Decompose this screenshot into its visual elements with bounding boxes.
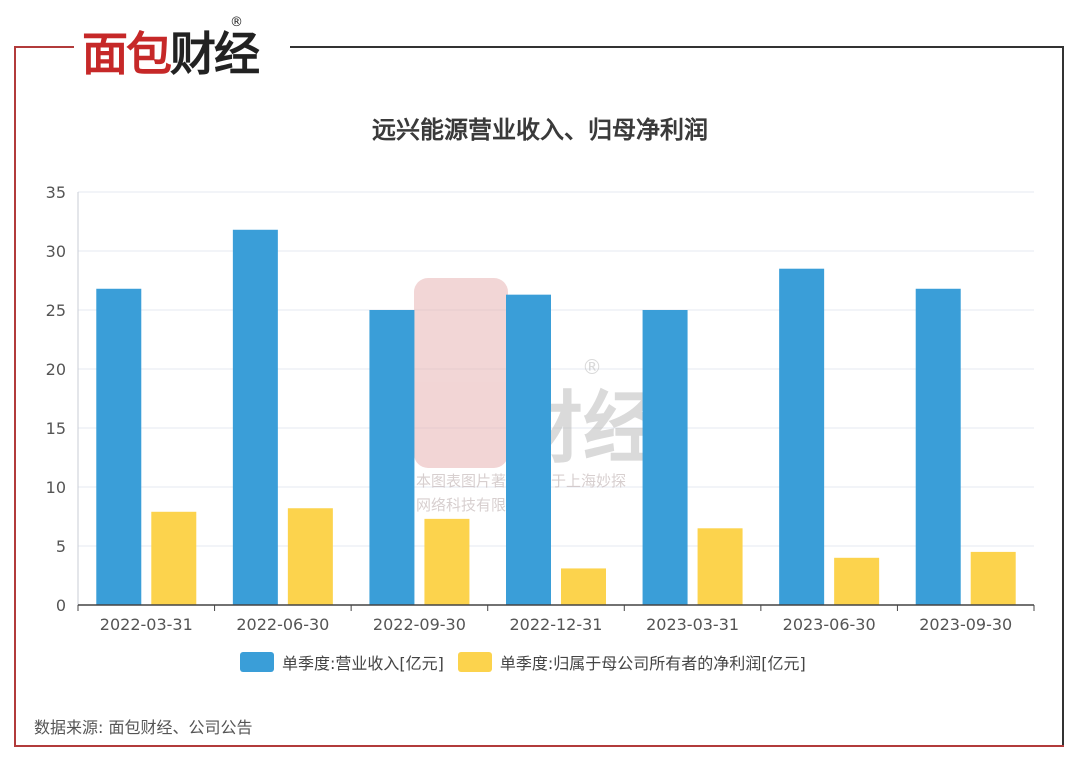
chart-title: 远兴能源营业收入、归母净利润 bbox=[372, 116, 708, 144]
brand-logo: 面包财经 ® bbox=[82, 15, 262, 80]
bar-net-profit bbox=[834, 557, 880, 605]
y-tick-label: 5 bbox=[56, 537, 66, 556]
bar-revenue bbox=[779, 268, 825, 605]
bar-revenue bbox=[96, 288, 142, 605]
frame-top-left-border bbox=[14, 46, 74, 48]
legend-item-revenue[interactable]: 单季度:营业收入[亿元] bbox=[240, 650, 444, 674]
x-tick-label: 2022-06-30 bbox=[236, 615, 329, 634]
y-tick-label: 15 bbox=[46, 419, 66, 438]
y-tick-label: 30 bbox=[46, 242, 66, 261]
x-tick-label: 2023-06-30 bbox=[783, 615, 876, 634]
bar-revenue bbox=[642, 310, 688, 605]
bar-revenue bbox=[232, 229, 278, 605]
legend-swatch-net-profit bbox=[457, 652, 492, 672]
bar-net-profit bbox=[970, 551, 1016, 605]
x-tick-label: 2023-03-31 bbox=[646, 615, 739, 634]
legend: 单季度:营业收入[亿元] 单季度:归属于母公司所有者的净利润[亿元] bbox=[240, 650, 820, 674]
x-tick-label: 2022-03-31 bbox=[100, 615, 193, 634]
source-note: 数据来源: 面包财经、公司公告 bbox=[34, 718, 253, 737]
axes: 0 5 10 15 20 25 30 35 2022-03-31 2022-06-30 2022-0… bbox=[46, 183, 1035, 634]
brand-registered-mark: ® bbox=[230, 15, 243, 30]
bar-net-profit bbox=[151, 511, 197, 605]
legend-swatch-revenue bbox=[240, 652, 274, 672]
bar-revenue bbox=[506, 294, 551, 605]
brand-logo-text: 面包财经 bbox=[82, 27, 260, 80]
x-tick-label: 2023-09-30 bbox=[919, 615, 1012, 634]
bars bbox=[96, 229, 1016, 605]
x-tick-label: 2022-09-30 bbox=[373, 615, 466, 634]
bar-net-profit bbox=[424, 518, 470, 605]
legend-item-net-profit[interactable]: 单季度:归属于母公司所有者的净利润[亿元] bbox=[457, 650, 806, 674]
bar-net-profit bbox=[697, 528, 743, 605]
legend-label-revenue: 单季度:营业收入[亿元] bbox=[282, 654, 444, 673]
watermark-registered-mark: ® bbox=[582, 355, 602, 379]
y-tick-label: 10 bbox=[46, 478, 66, 497]
bar-net-profit bbox=[561, 568, 606, 605]
grid-lines bbox=[78, 191, 1034, 547]
y-tick-label: 0 bbox=[56, 596, 66, 615]
frame-bottom-border bbox=[14, 745, 1064, 747]
frame-top-right-border bbox=[290, 46, 1064, 48]
frame-right-border bbox=[1062, 46, 1064, 746]
bar-revenue bbox=[369, 310, 415, 605]
y-tick-label: 35 bbox=[46, 183, 66, 202]
frame-left-border bbox=[14, 46, 16, 746]
y-tick-label: 20 bbox=[46, 360, 66, 379]
y-tick-label: 25 bbox=[46, 301, 66, 320]
bar-net-profit bbox=[287, 508, 333, 605]
watermark-logo-block bbox=[414, 278, 508, 468]
legend-label-net-profit: 单季度:归属于母公司所有者的净利润[亿元] bbox=[499, 654, 806, 673]
x-tick-label: 2022-12-31 bbox=[510, 615, 603, 634]
bar-revenue bbox=[915, 288, 961, 605]
